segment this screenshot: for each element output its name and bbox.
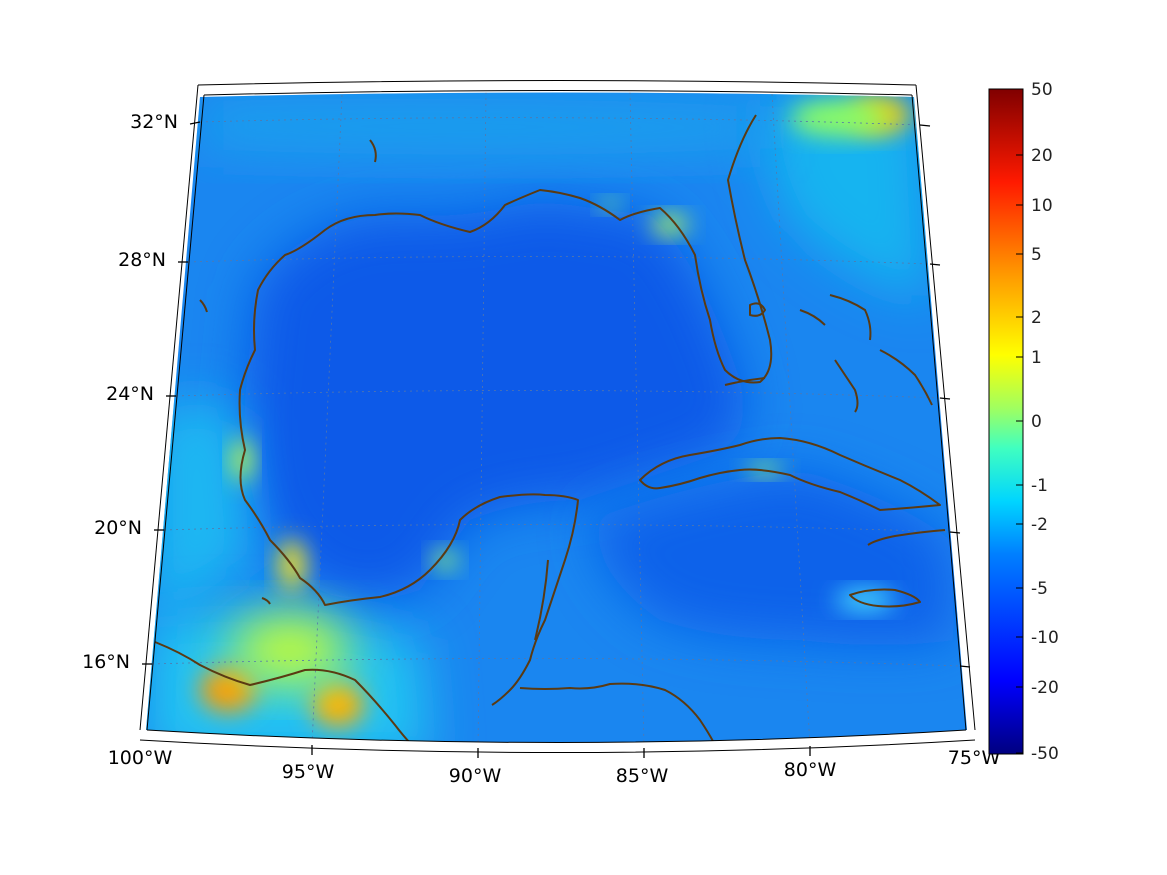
bahamas-4 <box>799 309 826 326</box>
colorbar: 50 20 10 5 2 1 0 -1 -2 -5 -10 -20 -50 <box>988 80 1059 764</box>
colorbar-label: -1 <box>1031 476 1048 496</box>
longitude-labels: 100°W 95°W 90°W 85°W 80°W 75°W <box>108 747 1001 787</box>
graticule <box>151 92 961 743</box>
gulf-ocean-field <box>244 200 745 600</box>
hotspot-south <box>312 683 364 727</box>
lon-label-100: 100°W <box>108 747 173 769</box>
lat-label-32: 32°N <box>130 111 178 133</box>
colorbar-label: 10 <box>1031 196 1053 216</box>
lon-label-90: 90°W <box>449 765 502 787</box>
latitude-labels: 32°N 28°N 24°N 20°N 16°N <box>82 111 178 673</box>
coastlines <box>154 114 946 743</box>
map-field <box>146 92 967 743</box>
colorbar-label: -20 <box>1031 678 1059 698</box>
pacific-field <box>146 613 430 743</box>
lon-label-80: 80°W <box>784 759 837 781</box>
colorbar-label: -50 <box>1031 744 1059 764</box>
map-frame <box>139 80 976 753</box>
hispaniola-edge <box>867 529 946 546</box>
colorbar-ticks <box>1016 88 1023 754</box>
hotspot-yellow-1 <box>230 615 350 685</box>
honduras-coast <box>519 682 716 743</box>
bahamas-2 <box>834 359 859 413</box>
us-mexico-coast <box>238 114 773 706</box>
colorbar-label: 0 <box>1031 412 1042 432</box>
hotspot-yucatan <box>433 550 457 570</box>
colorbar-label: -2 <box>1031 515 1048 535</box>
colorbar-label: 2 <box>1031 308 1042 328</box>
colorbar-label: 1 <box>1031 348 1042 368</box>
colorbar-label: 20 <box>1031 146 1053 166</box>
central-america-coast <box>154 641 413 743</box>
colorbar-label: -10 <box>1031 628 1059 648</box>
western-margin-field <box>150 400 250 620</box>
hotspot-southwest <box>200 668 256 712</box>
colorbar-label: 5 <box>1031 245 1042 265</box>
cuba <box>639 437 941 511</box>
small-island-2 <box>199 299 208 313</box>
florida-keys <box>724 377 766 386</box>
bahamas-1 <box>829 294 872 341</box>
lon-label-85: 85°W <box>616 765 669 787</box>
jamaica <box>849 588 921 608</box>
lon-label-95: 95°W <box>282 761 335 783</box>
bahamas-3 <box>879 349 933 406</box>
lat-label-16: 16°N <box>82 651 130 673</box>
colorbar-label: -5 <box>1031 579 1048 599</box>
small-island-1 <box>369 139 377 163</box>
lat-label-28: 28°N <box>118 249 166 271</box>
frame-ticks <box>142 121 971 758</box>
lake-okeechobee <box>749 302 766 317</box>
mexico-small-1 <box>261 597 271 605</box>
lat-label-20: 20°N <box>94 517 142 539</box>
lat-label-24: 24°N <box>106 383 154 405</box>
top-field <box>200 98 760 155</box>
yucatan-inner <box>534 559 549 641</box>
colorbar-label: 50 <box>1031 80 1053 100</box>
hotspot-florida <box>600 199 620 211</box>
lon-label-75: 75°W <box>948 747 1001 769</box>
hotspot-northeast-2 <box>790 100 890 136</box>
north-atlantic-field <box>760 100 930 300</box>
